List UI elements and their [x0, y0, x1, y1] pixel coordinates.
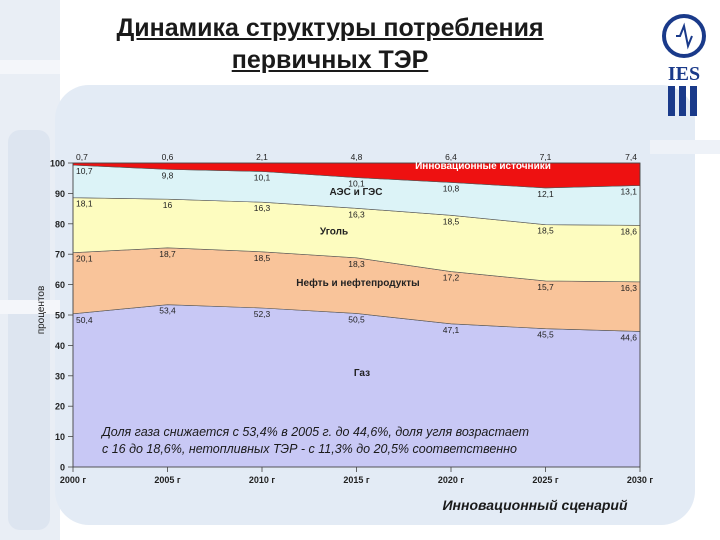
value-label-gas: 45,5: [537, 330, 554, 340]
y-tick-label: 10: [55, 432, 65, 442]
value-label-gas: 50,5: [348, 314, 365, 324]
value-label-nuclear-hydro: 10,7: [76, 166, 93, 176]
x-tick-label: 2000 г: [60, 475, 87, 485]
value-label-oil: 17,2: [443, 273, 460, 283]
logo-text: IES: [668, 63, 700, 85]
value-label-innovative: 0,6: [162, 152, 174, 162]
value-label-oil: 18,5: [254, 253, 271, 263]
title-line-2: первичных ТЭР: [231, 46, 429, 74]
y-tick-label: 80: [55, 219, 65, 229]
page-title: Динамика структуры потребления первичных…: [40, 12, 620, 76]
value-label-coal: 16: [163, 200, 173, 210]
value-label-gas: 47,1: [443, 325, 460, 335]
chart-areas: [72, 162, 641, 468]
value-label-oil: 18,7: [159, 249, 176, 259]
y-axis-ticks: 0 10 20 30 40 50 60 70 80 90 100: [50, 159, 73, 473]
value-label-gas: 50,4: [76, 315, 93, 325]
scenario-label: Инновационный сценарий: [442, 497, 628, 513]
value-label-gas: 52,3: [254, 309, 271, 319]
y-tick-label: 0: [60, 463, 65, 473]
y-tick-label: 90: [55, 189, 65, 199]
x-tick-label: 2010 г: [249, 475, 276, 485]
y-tick-label: 60: [55, 280, 65, 290]
x-axis-ticks: 2000 г 2005 г 2010 г 2015 г 2020 г 2025 г 2030…: [60, 467, 654, 485]
value-label-nuclear-hydro: 10,1: [254, 173, 271, 183]
series-label-gas: Газ: [354, 368, 370, 379]
value-label-coal: 18,6: [620, 226, 637, 236]
value-label-nuclear-hydro: 12,1: [537, 189, 554, 199]
chart-caption: Доля газа снижается с 53,4% в 2005 г. до…: [102, 424, 602, 458]
x-tick-label: 2005 г: [154, 475, 181, 485]
value-label-nuclear-hydro: 13,1: [620, 186, 637, 196]
value-label-innovative: 6,4: [445, 152, 457, 162]
value-label-oil: 18,3: [348, 259, 365, 269]
value-labels: 50,4 53,4 52,3 50,5 47,1 45,5 44,6 20,1 18,7 18,5…: [76, 152, 637, 342]
y-tick-label: 40: [55, 341, 65, 351]
y-tick-label: 30: [55, 371, 65, 381]
x-tick-label: 2020 г: [438, 475, 465, 485]
value-label-innovative: 0,7: [76, 152, 88, 162]
y-tick-label: 50: [55, 311, 65, 321]
x-tick-label: 2025 г: [532, 475, 559, 485]
series-label-oil: Нефть и нефтепродукты: [296, 277, 419, 289]
series-label-nuclear-hydro: АЭС и ГЭС: [329, 187, 382, 198]
series-label-innovative: Инновационные источники: [415, 161, 551, 172]
series-label-coal: Уголь: [320, 226, 348, 237]
value-label-oil: 15,7: [537, 282, 554, 292]
value-label-gas: 53,4: [159, 306, 176, 316]
value-label-innovative: 7,1: [540, 152, 552, 162]
ies-logo: IES: [662, 14, 706, 116]
value-label-nuclear-hydro: 10,8: [443, 183, 460, 193]
y-tick-label: 20: [55, 402, 65, 412]
series-labels: Газ Нефть и нефтепродукты Уголь АЭС и ГЭС Ин…: [296, 161, 551, 379]
value-label-coal: 16,3: [348, 209, 365, 219]
value-label-innovative: 4,8: [351, 152, 363, 162]
y-tick-label: 100: [50, 159, 65, 169]
x-tick-label: 2015 г: [343, 475, 370, 485]
value-label-innovative: 7,4: [625, 152, 637, 162]
value-label-oil: 16,3: [620, 283, 637, 293]
caption-line-2: с 16 до 18,6%, нетопливных ТЭР - с 11,3%…: [102, 442, 517, 456]
value-label-oil: 20,1: [76, 254, 93, 264]
x-tick-label: 2030 г: [627, 475, 654, 485]
value-label-nuclear-hydro: 9,8: [162, 170, 174, 180]
value-label-coal: 18,5: [537, 226, 554, 236]
value-label-coal: 18,1: [76, 199, 93, 209]
title-line-1: Динамика структуры потребления: [116, 14, 544, 42]
value-label-coal: 16,3: [254, 203, 271, 213]
caption-line-1: Доля газа снижается с 53,4% в 2005 г. до…: [102, 425, 530, 439]
value-label-coal: 18,5: [443, 216, 460, 226]
value-label-gas: 44,6: [620, 332, 637, 342]
y-tick-label: 70: [55, 250, 65, 260]
value-label-nuclear-hydro: 10,1: [348, 179, 365, 189]
y-axis-label: процентов: [36, 286, 47, 335]
value-label-innovative: 2,1: [256, 152, 268, 162]
